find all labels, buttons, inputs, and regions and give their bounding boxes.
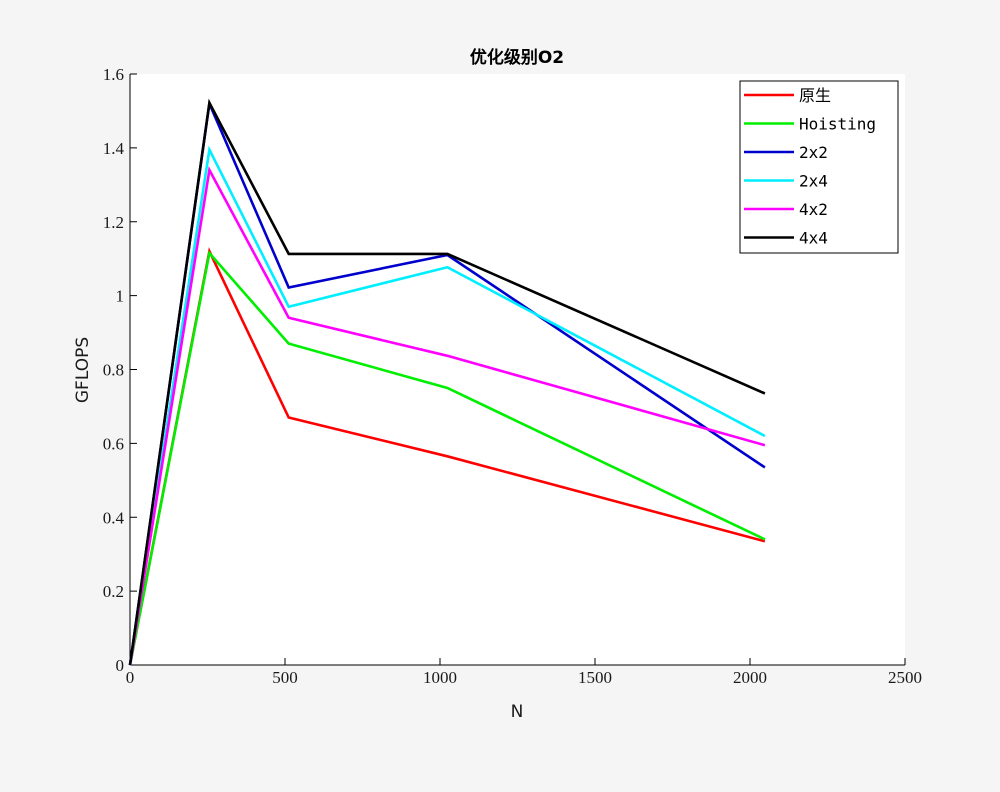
y-axis-label: GFLOPS — [73, 337, 93, 403]
series-line-hoisting — [128, 250, 766, 666]
y-tick-label: 0.8 — [103, 361, 124, 380]
x-tick-label: 2000 — [733, 668, 767, 687]
x-tick-label: 500 — [272, 668, 298, 687]
legend-label: 2x2 — [799, 143, 828, 162]
legend-label: 4x4 — [799, 229, 828, 248]
y-tick-label: 0.2 — [103, 582, 124, 601]
legend-label: 2x4 — [799, 172, 828, 191]
legend-label: 4x2 — [799, 200, 828, 219]
series-lines — [128, 98, 766, 666]
legend: 原生 Hoisting 2x2 2x4 4x2 4x4 — [739, 80, 899, 254]
y-tick-label: 1.6 — [103, 65, 124, 84]
y-tick-label: 1.4 — [103, 139, 125, 158]
series-line-4x4 — [128, 98, 766, 666]
series-line-2x4 — [128, 145, 766, 666]
x-tick-label: 1000 — [423, 668, 457, 687]
legend-box — [739, 80, 899, 254]
y-tick-label: 1.2 — [103, 213, 124, 232]
axes: 0 500 1000 1500 2000 2500 0 0.2 0.4 0.6 0.8 1 1.2 1.4… — [103, 65, 922, 687]
y-tick-label: 0 — [116, 656, 125, 675]
y-tick-label: 0.4 — [103, 508, 125, 527]
x-tick-label: 2500 — [888, 668, 922, 687]
series-line-4x2 — [128, 165, 766, 666]
y-tick-label: 1 — [116, 287, 125, 306]
x-tick-label: 1500 — [578, 668, 612, 687]
chart-title: 优化级别O2 — [470, 47, 564, 68]
legend-label: 原生 — [799, 86, 831, 105]
y-tick-label: 0.6 — [103, 434, 124, 453]
legend-label: Hoisting — [799, 115, 876, 134]
x-tick-label: 0 — [126, 668, 135, 687]
x-axis-label: N — [511, 702, 524, 722]
